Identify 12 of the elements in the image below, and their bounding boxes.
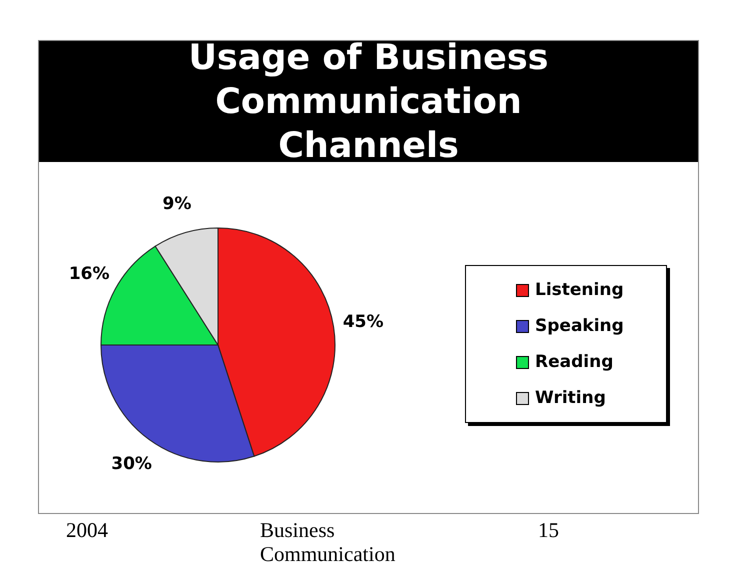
data-label: 16%	[68, 264, 110, 284]
chart-title: Usage of Business Communication Channels	[187, 36, 550, 168]
legend-label: Speaking	[534, 315, 625, 338]
text: 15	[538, 518, 559, 542]
legend-label: Listening	[534, 279, 625, 302]
data-label: 9%	[162, 194, 192, 214]
legend-label: Writing	[534, 387, 607, 410]
text: Business Communication	[260, 518, 396, 566]
legend-label: Reading	[534, 351, 614, 374]
text: 2004	[66, 518, 108, 542]
data-label: 30%	[111, 454, 152, 474]
data-label: 45%	[342, 312, 384, 332]
